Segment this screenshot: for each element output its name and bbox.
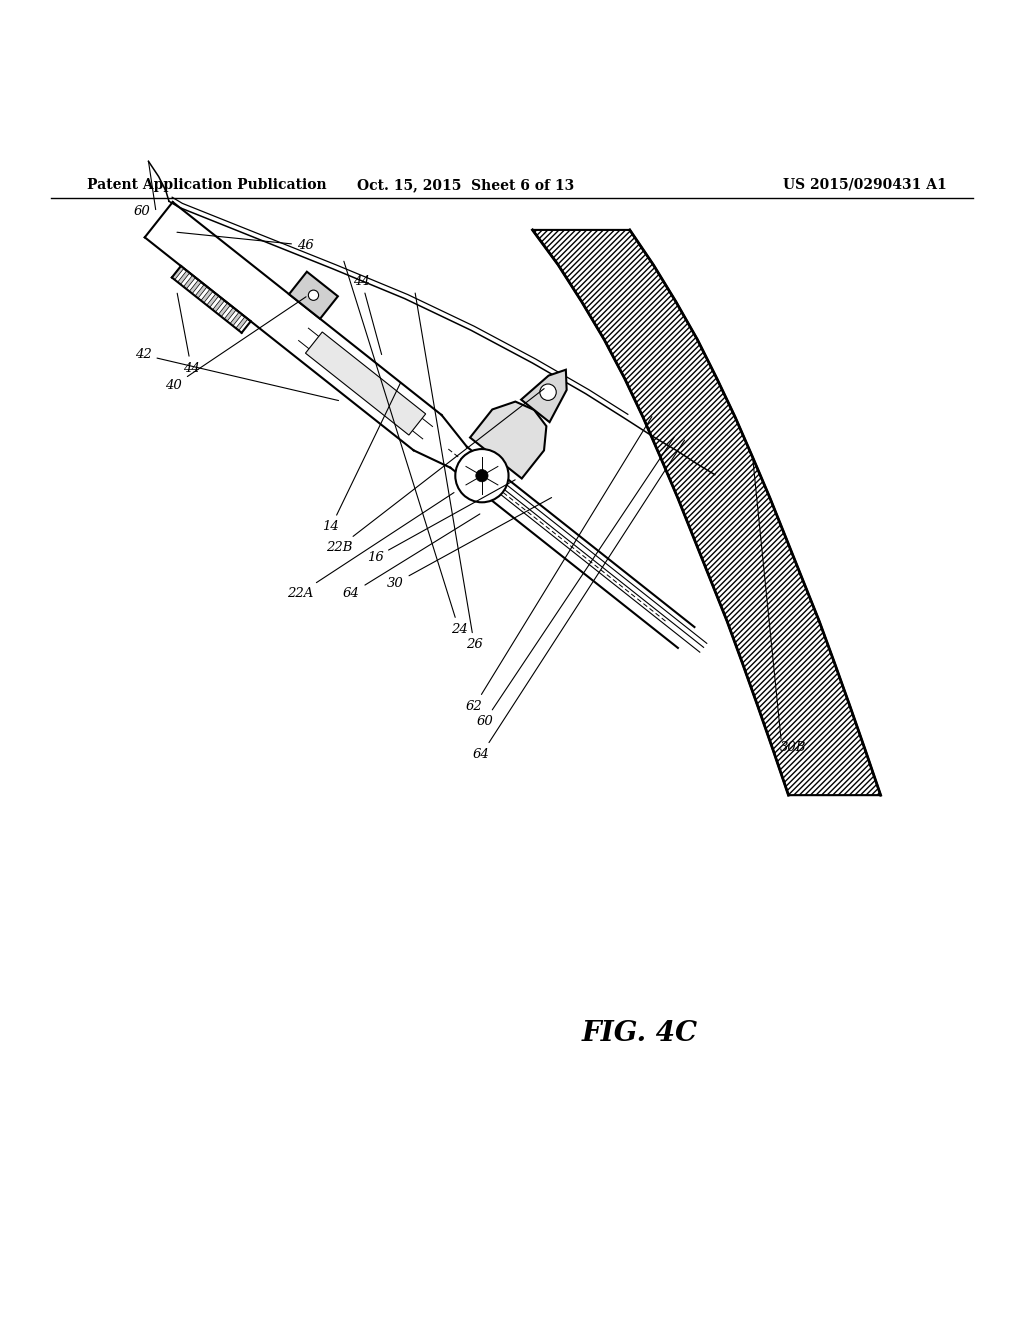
Polygon shape — [213, 298, 224, 312]
Polygon shape — [177, 271, 189, 284]
Text: FIG. 4C: FIG. 4C — [582, 1020, 698, 1047]
Text: 40: 40 — [166, 297, 306, 392]
Text: 30: 30 — [387, 498, 552, 590]
Text: Patent Application Publication: Patent Application Publication — [87, 178, 327, 191]
Polygon shape — [224, 308, 237, 321]
Text: 22A: 22A — [287, 492, 454, 599]
Text: 44: 44 — [177, 293, 200, 375]
Circle shape — [456, 449, 509, 503]
Text: 24: 24 — [344, 261, 467, 636]
Polygon shape — [196, 284, 207, 298]
Text: 64: 64 — [473, 440, 685, 760]
Text: 22B: 22B — [326, 388, 544, 554]
Polygon shape — [218, 302, 230, 317]
Text: 44: 44 — [353, 275, 382, 355]
Text: 62: 62 — [466, 417, 652, 713]
Polygon shape — [236, 317, 248, 330]
Polygon shape — [289, 272, 338, 318]
Circle shape — [540, 384, 556, 400]
Polygon shape — [189, 280, 202, 293]
Text: 30B: 30B — [780, 741, 807, 754]
Polygon shape — [230, 312, 242, 326]
Polygon shape — [470, 401, 547, 479]
Circle shape — [476, 470, 488, 482]
Polygon shape — [172, 267, 184, 280]
Polygon shape — [183, 276, 196, 289]
Polygon shape — [201, 289, 213, 302]
Text: 46: 46 — [177, 232, 313, 252]
Circle shape — [308, 290, 318, 301]
Polygon shape — [207, 293, 219, 308]
Text: 14: 14 — [323, 383, 400, 533]
Text: 16: 16 — [367, 479, 515, 564]
Text: 60: 60 — [476, 437, 674, 727]
Text: 60: 60 — [134, 205, 151, 218]
Text: US 2015/0290431 A1: US 2015/0290431 A1 — [783, 178, 947, 191]
Text: 42: 42 — [135, 348, 339, 400]
Text: Oct. 15, 2015  Sheet 6 of 13: Oct. 15, 2015 Sheet 6 of 13 — [357, 178, 574, 191]
Polygon shape — [305, 331, 426, 436]
Polygon shape — [521, 370, 566, 422]
Text: 26: 26 — [415, 293, 482, 651]
Polygon shape — [532, 230, 881, 795]
Text: 64: 64 — [343, 513, 480, 599]
